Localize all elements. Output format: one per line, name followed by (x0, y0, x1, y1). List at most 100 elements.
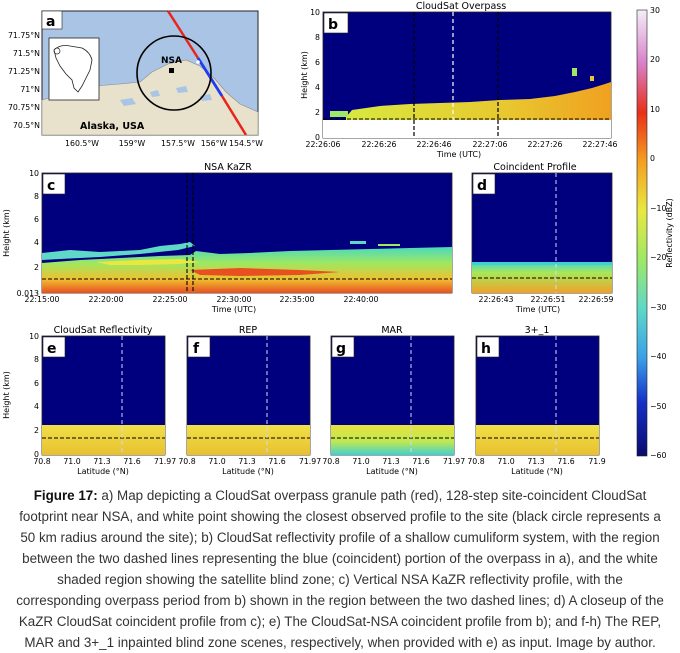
panel-c-xlabel: Time (UTC) (211, 305, 256, 314)
panel-b-letter: b (328, 17, 338, 33)
xtick: 71.3 (238, 457, 255, 466)
panel-c-yticks: 10 8 6 4 2 0.013 (17, 169, 39, 298)
xtick: 70.8 (467, 457, 484, 466)
xtick: 22:30:00 (216, 295, 251, 304)
ytick: 8 (34, 192, 39, 201)
panel-d-xlabel: Time (UTC) (515, 305, 560, 314)
xtick: 22:26:59 (578, 295, 613, 304)
site-marker (169, 68, 174, 73)
panel-e-xlabel: Latitude (°N) (77, 467, 129, 476)
cb-tick: −30 (650, 303, 666, 312)
figure-17: NSA Alaska, USA a 71.75°N 71.5°N 71.25°N… (2, 1, 674, 476)
map-lat-ticks: 71.75°N 71.5°N 71.25°N 71°N 70.75°N 70.5… (8, 31, 40, 130)
cb-tick: −10 (650, 204, 666, 213)
ytick: 10 (310, 8, 320, 17)
lon-tick: 154.5°W (229, 139, 263, 148)
track-red-south (220, 95, 248, 136)
caption-text: a) Map depicting a CloudSat overpass gra… (16, 488, 664, 650)
cb-tick: 20 (650, 55, 660, 64)
panel-e-ylabel: Height (km) (2, 371, 11, 419)
panel-h-letter-box (476, 336, 500, 358)
lat-tick: 70.75°N (8, 103, 40, 112)
panel-b-cloud-cell (572, 68, 577, 76)
lat-tick: 71.75°N (8, 31, 40, 40)
panel-e-letter: e (47, 341, 57, 357)
panel-e-cloud (42, 425, 165, 455)
xtick: 22:20:00 (88, 295, 123, 304)
ytick: 2 (34, 263, 39, 272)
panel-g-xlabel: Latitude (°N) (366, 467, 418, 476)
panel-e-title: CloudSat Reflectivity (54, 325, 153, 336)
cb-tick: −20 (650, 253, 666, 262)
panel-d-cloud-top (472, 262, 612, 265)
site-label: NSA (161, 56, 182, 66)
xtick: 71.6 (123, 457, 140, 466)
panel-c-cloud-band (96, 259, 200, 265)
colorbar: 30 20 10 0 −10 −20 −30 −40 −50 −60 Refle… (636, 6, 674, 460)
panel-b-xlabel: Time (UTC) (436, 150, 481, 159)
map-lakes (120, 86, 212, 106)
panel-d: Coincident Profile d 22:26:43 22:26:51 2… (471, 162, 614, 314)
panel-c-cloud-cell (350, 241, 366, 244)
xtick: 70.8 (33, 457, 50, 466)
ytick: 4 (34, 238, 39, 247)
panel-h: 3+_1 h 70.8 71.0 71.3 71.6 71.9 Latitude… (467, 325, 605, 476)
panel-h-title: 3+_1 (525, 325, 550, 336)
panel-f: REP f 70.8 71.0 71.3 71.6 71.97 Latitude… (178, 325, 321, 476)
panel-b-ylabel: Height (km) (300, 51, 309, 99)
ytick: 2 (34, 426, 39, 435)
panel-b-blind-zone (323, 120, 611, 138)
lon-tick: 159°W (119, 139, 146, 148)
panel-d-title: Coincident Profile (493, 162, 576, 173)
cb-tick: −50 (650, 402, 666, 411)
xtick: 71.97 (443, 457, 465, 466)
inset-site-circle (53, 47, 61, 55)
xtick: 22:26:26 (361, 140, 396, 149)
panel-c: NSA KaZR c 10 8 6 4 2 0.013 Height (km) … (2, 162, 453, 314)
lat-tick: 71°N (20, 85, 40, 94)
panel-c-cloud-cell (378, 244, 400, 246)
panel-a-map: NSA Alaska, USA a 71.75°N 71.5°N 71.25°N… (8, 10, 263, 148)
panel-b-xticks: 22:26:06 22:26:26 22:26:46 22:27:06 22:2… (305, 140, 617, 149)
panel-f-xlabel: Latitude (°N) (222, 467, 274, 476)
xtick: 71.6 (412, 457, 429, 466)
cb-tick: 10 (650, 105, 660, 114)
map-lon-ticks: 160.5°W 159°W 157.5°W 156°W 154.5°W (65, 139, 263, 148)
track-blue-coincident (196, 57, 224, 97)
figure-caption: Figure 17: a) Map depicting a CloudSat o… (14, 485, 666, 653)
lat-tick: 70.5°N (13, 121, 40, 130)
panel-h-xlabel: Latitude (°N) (511, 467, 563, 476)
panel-g-letter-box (331, 336, 355, 358)
ytick: 10 (29, 332, 39, 341)
panel-c-title: NSA KaZR (204, 162, 252, 173)
lon-tick: 157.5°W (161, 139, 195, 148)
xtick: 71.97 (154, 457, 176, 466)
cb-tick: 0 (650, 154, 655, 163)
lat-tick: 71.5°N (13, 49, 40, 58)
track-red-north (166, 10, 200, 59)
ytick: 8 (34, 355, 39, 364)
xtick: 22:26:43 (478, 295, 513, 304)
cb-tick: −40 (650, 352, 666, 361)
ytick: 8 (315, 33, 320, 42)
panel-g: MAR g 70.8 71.0 71.3 71.6 71.97 Latitude… (322, 325, 465, 476)
closest-profile-point (196, 60, 200, 64)
panel-f-xticks: 70.8 71.0 71.3 71.6 71.97 (178, 457, 321, 466)
xtick: 22:27:06 (472, 140, 507, 149)
colorbar-bar (636, 9, 648, 457)
panel-a-letter-box (41, 10, 63, 30)
panel-f-letter: f (193, 341, 200, 357)
xtick: 22:27:46 (582, 140, 617, 149)
xtick: 70.8 (178, 457, 195, 466)
panel-d-letter: d (477, 178, 487, 194)
panel-a-letter: a (46, 14, 55, 30)
ytick: 2 (315, 108, 320, 117)
ytick: 4 (315, 83, 320, 92)
xtick: 71.0 (352, 457, 369, 466)
xtick: 22:27:26 (527, 140, 562, 149)
panel-g-xticks: 70.8 71.0 71.3 71.6 71.97 (322, 457, 465, 466)
xtick: 22:35:00 (279, 295, 314, 304)
xtick: 71.0 (497, 457, 514, 466)
xtick: 71.3 (382, 457, 399, 466)
panel-b-letter-box (323, 12, 349, 34)
